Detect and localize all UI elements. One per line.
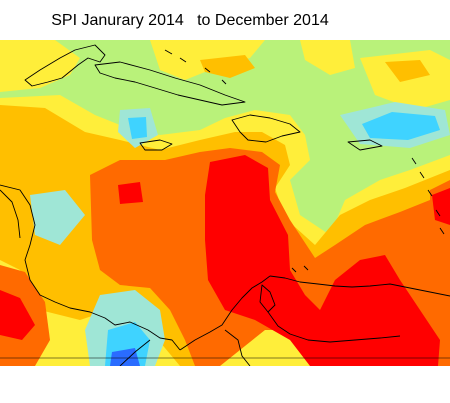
- very-wet-regions: [110, 348, 140, 366]
- spi-map-canvas: [0, 40, 450, 366]
- very-dry-regions: [0, 155, 450, 366]
- map-title: SPI Janurary 2014 to December 2014: [51, 12, 329, 29]
- coastlines: [0, 44, 450, 366]
- spi-map: [0, 40, 450, 366]
